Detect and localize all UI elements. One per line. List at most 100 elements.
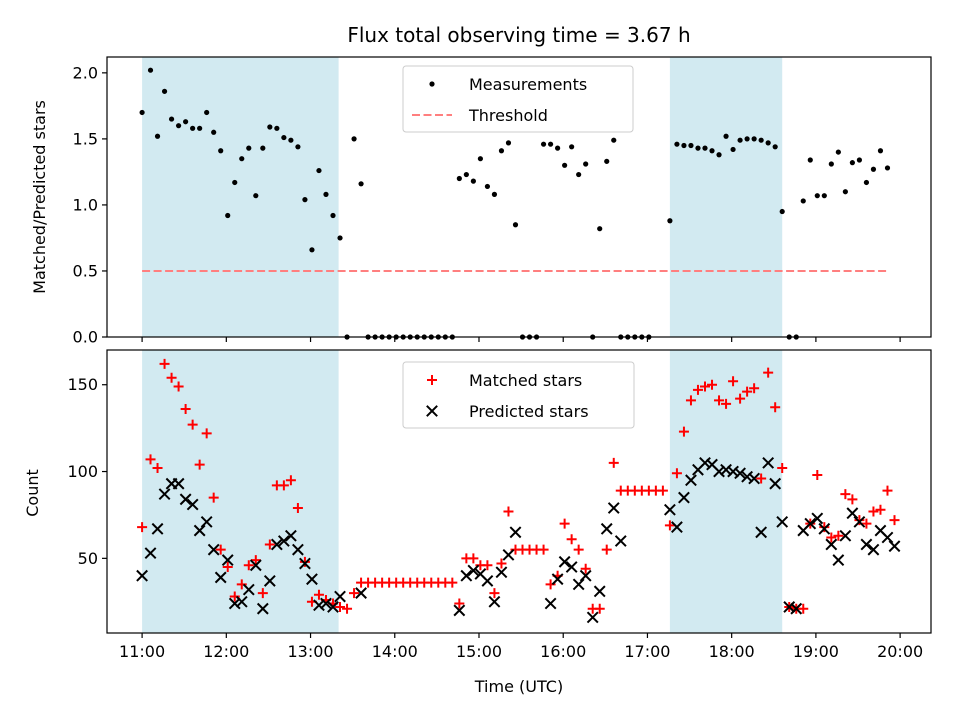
- legend-label: Predicted stars: [469, 402, 589, 421]
- data-point: [818, 522, 831, 535]
- data-point: [607, 502, 620, 514]
- data-point: [250, 555, 261, 566]
- data-point: [151, 522, 164, 535]
- shaded-period: [142, 57, 339, 337]
- data-point: [147, 67, 154, 73]
- data-point: [597, 226, 603, 232]
- data-point: [877, 148, 884, 154]
- data-point: [727, 465, 739, 478]
- data-point: [187, 419, 198, 430]
- data-point: [470, 178, 476, 184]
- data-point: [867, 543, 880, 556]
- data-point: [763, 367, 774, 378]
- data-point: [545, 579, 556, 590]
- data-point: [580, 563, 591, 574]
- data-point: [229, 591, 240, 602]
- data-point: [825, 538, 838, 551]
- data-point: [351, 136, 357, 142]
- data-point: [330, 212, 336, 219]
- x-axis-label: Time (UTC): [474, 677, 563, 696]
- y-tick-label: 0.0: [73, 328, 98, 347]
- data-point: [288, 137, 294, 143]
- data-point: [821, 193, 827, 199]
- data-point: [657, 485, 668, 496]
- data-point: [688, 142, 694, 149]
- data-point: [284, 529, 297, 542]
- data-point: [562, 162, 568, 168]
- data-point: [714, 395, 725, 406]
- data-point: [158, 488, 171, 501]
- data-point: [812, 470, 823, 481]
- data-point: [755, 526, 768, 539]
- data-point: [481, 575, 494, 587]
- data-point: [242, 583, 255, 596]
- shaded-period: [142, 350, 339, 633]
- data-point: [709, 148, 715, 154]
- data-point: [819, 522, 830, 533]
- data-point: [355, 587, 367, 599]
- data-point: [811, 512, 824, 525]
- data-point: [292, 502, 303, 513]
- data-point: [186, 498, 199, 511]
- legend-label: Matched stars: [469, 371, 582, 390]
- data-point: [842, 189, 848, 195]
- x-tick-label: 16:00: [540, 642, 586, 661]
- data-point: [678, 491, 690, 504]
- data-point: [313, 599, 325, 612]
- x-tick-label: 15:00: [456, 642, 502, 661]
- data-point: [453, 604, 466, 617]
- data-point: [748, 472, 761, 485]
- data-point: [721, 398, 732, 409]
- axes-frame: [106, 349, 932, 634]
- data-point: [744, 136, 750, 142]
- data-point: [136, 569, 149, 582]
- data-point: [730, 146, 736, 153]
- data-point: [337, 235, 343, 241]
- data-point: [594, 603, 605, 614]
- data-point: [228, 597, 241, 610]
- data-point: [201, 428, 212, 439]
- data-point: [573, 544, 584, 555]
- data-point: [559, 518, 570, 529]
- data-point: [456, 175, 462, 182]
- data-point: [253, 193, 259, 199]
- data-point: [685, 395, 696, 406]
- series-measurements: [139, 67, 891, 340]
- data-point: [742, 386, 753, 397]
- data-point: [889, 515, 900, 526]
- data-point: [741, 470, 754, 483]
- data-point: [270, 538, 283, 551]
- data-point: [558, 555, 571, 568]
- data-point: [159, 358, 170, 369]
- legend: Matched stars Predicted stars: [402, 361, 635, 429]
- top-panel: 0.0 0.5 1.0 1.5 2.0 Measurements Threshold: [73, 56, 932, 347]
- data-point: [860, 538, 873, 551]
- data-point: [671, 521, 683, 533]
- data-point: [681, 142, 687, 149]
- data-point: [512, 222, 519, 228]
- data-point: [463, 171, 469, 178]
- data-point: [309, 247, 315, 253]
- data-point: [488, 595, 501, 608]
- data-point: [334, 590, 346, 603]
- data-point: [175, 123, 182, 129]
- data-point: [484, 183, 491, 190]
- data-point: [800, 198, 806, 204]
- data-point: [749, 383, 760, 394]
- y-tick-label: 1.0: [73, 195, 98, 214]
- data-point: [496, 558, 507, 569]
- data-point: [720, 463, 732, 476]
- data-point: [702, 145, 708, 151]
- data-point: [790, 602, 803, 615]
- data-point: [222, 562, 233, 573]
- data-point: [593, 585, 606, 598]
- data-point: [139, 109, 145, 116]
- data-point: [152, 463, 163, 474]
- data-point: [239, 156, 245, 162]
- data-point: [881, 531, 894, 544]
- series-predicted-stars: [136, 456, 901, 624]
- data-point: [509, 526, 522, 539]
- data-point: [565, 561, 578, 573]
- data-point: [692, 384, 703, 395]
